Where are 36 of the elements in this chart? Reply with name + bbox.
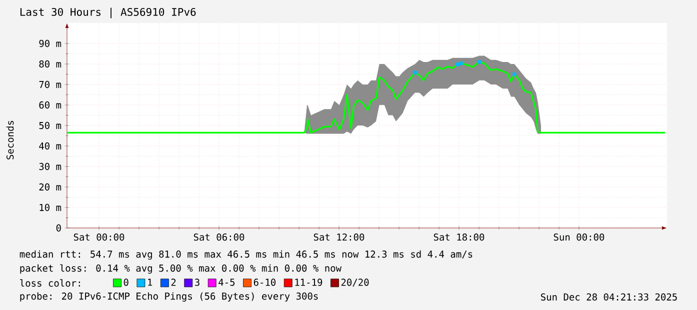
y-tick-label: 60 m [39,101,62,109]
y-tick-label: 90 m [39,40,62,48]
x-tick-label: Sat 18:00 [434,233,484,241]
y-tick-label: 10 m [40,204,62,212]
legend-label: 1 [148,278,152,286]
x-tick-label: Sat 00:00 [74,233,124,241]
legend-label: 0 [124,278,128,286]
legend-label: 2 [171,278,176,286]
line-series [66,61,666,134]
y-tick-label: 80 m [39,60,62,68]
text: packet loss: 0.14 % avg 5.00 % max 0.00 % min 0.00 % now [20,264,342,274]
point [478,60,482,64]
chart-title: Last 30 Hours | AS56910 IPv6 [20,8,196,18]
y-tick-label: 30 m [39,162,62,170]
legend-label: 11-19 [295,278,322,286]
y-tick-label: 0 [56,224,61,232]
x-tick-label: Sat 12:00 [314,233,364,241]
legend-label: 6-10 [254,278,276,286]
text: probe: 20 IPv6-ICMP Echo Pings (56 Bytes) every 300s [20,292,318,302]
x-tick-label: Sun 00:00 [554,233,604,241]
y-axis-title: Seconds [6,120,14,160]
y-tick-label: 50 m [39,122,62,130]
point [456,62,460,66]
point [512,72,516,76]
y-tick-label: 70 m [39,80,62,88]
point [459,62,463,66]
legend-title: loss color: [20,279,80,287]
text: Sun Dec 28 04:21:33 2025 [541,293,677,301]
y-tick-label: 40 m [39,142,62,150]
legend-label: 3 [195,278,200,286]
legend-label: 4-5 [218,278,234,286]
text: median rtt: 54.7 ms avg 81.0 ms max 46.5 ms min 46.5 ms now 12.3 ms sd 4.4 am/s [20,250,472,260]
point [413,70,417,74]
y-tick-label: 20 m [39,183,62,191]
x-tick-label: Sat 06:00 [194,233,244,241]
legend-label: 20/20 [341,278,369,287]
